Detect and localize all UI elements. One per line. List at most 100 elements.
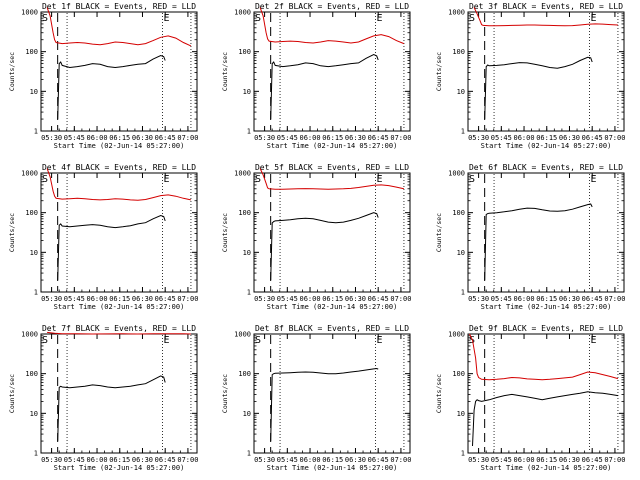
x-axis-label: Start Time (02-Jun-14 05:27:00) — [267, 303, 398, 311]
lld-series-line — [47, 331, 191, 335]
x-tick-label: 05:30 — [468, 295, 489, 303]
chart-title: Det 7f BLACK = Events, RED = LLD — [42, 324, 196, 333]
x-tick-label: 05:30 — [468, 456, 489, 464]
lld-series-line — [46, 7, 192, 47]
events-series-line — [270, 53, 379, 120]
plot-frame — [253, 11, 411, 132]
y-tick-label: 1000 — [448, 331, 465, 339]
x-tick-label: 05:45 — [491, 456, 512, 464]
x-tick-label: 06:30 — [559, 456, 580, 464]
x-tick-label: 06:30 — [132, 456, 153, 464]
x-tick-label: 06:45 — [368, 456, 389, 464]
x-axis-label: Start Time (02-Jun-14 05:27:00) — [481, 142, 612, 150]
x-tick-label: 06:45 — [368, 134, 389, 142]
x-tick-label: 05:45 — [64, 295, 85, 303]
end-marker-label: E — [163, 174, 169, 185]
lld-series-line — [46, 168, 192, 201]
x-tick-label: 06:15 — [322, 295, 343, 303]
x-tick-label: 06:00 — [86, 456, 107, 464]
x-tick-label: 06:30 — [345, 134, 366, 142]
chart-title: Det 9f BLACK = Events, RED = LLD — [469, 324, 623, 333]
x-tick-label: 06:30 — [345, 295, 366, 303]
end-marker-label: E — [376, 335, 382, 346]
x-axis-label: Start Time (02-Jun-14 05:27:00) — [54, 464, 185, 472]
y-tick-label: 1 — [34, 289, 38, 297]
plot-frame — [40, 11, 198, 132]
x-tick-label: 05:30 — [41, 295, 62, 303]
x-axis-label: Start Time (02-Jun-14 05:27:00) — [54, 142, 185, 150]
lld-series-line — [259, 168, 405, 190]
x-axis-label: Start Time (02-Jun-14 05:27:00) — [267, 142, 398, 150]
y-tick-label: 100 — [238, 370, 251, 378]
y-tick-label: 10 — [457, 249, 465, 257]
events-series-line — [57, 214, 166, 281]
y-tick-label: 1000 — [448, 170, 465, 178]
x-tick-label: 05:45 — [64, 134, 85, 142]
x-tick-label: 05:45 — [491, 134, 512, 142]
chart-panel-1: Det 1f BLACK = Events, RED = LLD 1 10 100 10… — [8, 2, 198, 150]
x-tick-label: 06:45 — [582, 456, 603, 464]
y-tick-label: 1000 — [234, 170, 251, 178]
y-tick-label: 100 — [452, 48, 465, 56]
x-tick-label: 06:30 — [559, 295, 580, 303]
events-series-line — [270, 367, 379, 442]
y-tick-label: 10 — [457, 88, 465, 96]
start-marker-label: S — [469, 13, 475, 24]
x-tick-label: 06:30 — [132, 134, 153, 142]
start-marker-label: S — [42, 13, 48, 24]
y-tick-label: 100 — [25, 370, 38, 378]
x-tick-label: 05:30 — [254, 295, 275, 303]
y-tick-label: 1 — [34, 450, 38, 458]
x-tick-label: 06:15 — [109, 456, 130, 464]
x-tick-label: 06:00 — [86, 134, 107, 142]
x-tick-label: 06:45 — [155, 134, 176, 142]
x-tick-label: 07:00 — [604, 134, 625, 142]
end-marker-label: E — [590, 174, 596, 185]
y-tick-label: 10 — [243, 249, 251, 257]
chart-panel-5: Det 5f BLACK = Events, RED = LLD 1 10 100 10… — [221, 163, 411, 311]
y-axis-label: Counts/sec — [221, 374, 229, 413]
events-series-line — [57, 375, 166, 442]
x-tick-label: 06:00 — [513, 456, 534, 464]
y-tick-label: 100 — [238, 209, 251, 217]
x-tick-label: 07:00 — [177, 456, 198, 464]
y-axis-label: Counts/sec — [8, 374, 16, 413]
x-tick-label: 06:15 — [322, 456, 343, 464]
start-marker-label: S — [255, 335, 261, 346]
x-tick-label: 06:45 — [155, 456, 176, 464]
x-tick-label: 06:30 — [345, 456, 366, 464]
events-series-line — [472, 391, 618, 447]
chart-panel-9: Det 9f BLACK = Events, RED = LLD 1 10 100 10… — [435, 324, 625, 472]
y-tick-label: 100 — [238, 48, 251, 56]
x-tick-label: 06:45 — [155, 295, 176, 303]
y-tick-label: 10 — [457, 410, 465, 418]
x-tick-label: 07:00 — [390, 456, 411, 464]
end-marker-label: E — [590, 13, 596, 24]
y-axis-label: Counts/sec — [435, 52, 443, 91]
x-tick-label: 06:15 — [322, 134, 343, 142]
events-series-line — [484, 56, 593, 120]
x-tick-label: 06:30 — [132, 295, 153, 303]
x-tick-label: 06:15 — [536, 456, 557, 464]
y-tick-label: 1 — [247, 450, 251, 458]
plot-frame — [467, 172, 625, 293]
x-tick-label: 05:45 — [277, 295, 298, 303]
y-tick-label: 10 — [243, 88, 251, 96]
end-marker-label: E — [376, 174, 382, 185]
x-tick-label: 06:00 — [299, 295, 320, 303]
lld-series-line — [259, 7, 405, 45]
y-tick-label: 100 — [25, 48, 38, 56]
x-tick-label: 06:30 — [559, 134, 580, 142]
x-tick-label: 07:00 — [604, 456, 625, 464]
x-tick-label: 07:00 — [177, 295, 198, 303]
chart-title: Det 5f BLACK = Events, RED = LLD — [255, 163, 409, 172]
y-axis-label: Counts/sec — [435, 213, 443, 252]
y-tick-label: 10 — [243, 410, 251, 418]
events-series-line — [57, 54, 166, 120]
plot-frame — [40, 333, 198, 454]
x-tick-label: 05:30 — [468, 134, 489, 142]
y-tick-label: 1 — [34, 128, 38, 136]
y-axis-label: Counts/sec — [8, 52, 16, 91]
y-tick-label: 1 — [461, 450, 465, 458]
